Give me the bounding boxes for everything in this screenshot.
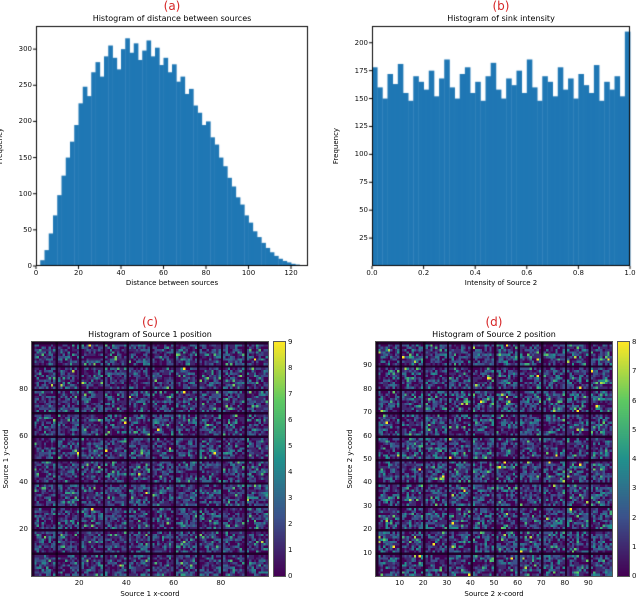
y-tick-label: 80 (363, 384, 372, 393)
colorbar-tick-label: 0 (632, 572, 637, 580)
x-tick-label: 0.8 (572, 269, 584, 277)
x-tick-label: 0.2 (418, 269, 430, 277)
panel-label-a: (a) (163, 0, 181, 13)
x-tick-label: 1.0 (624, 269, 636, 277)
y-tick-label: 75 (359, 178, 368, 187)
y-tick-label: 30 (363, 501, 372, 510)
y-tick-label: 150 (354, 94, 368, 103)
y-tick-label: 100 (18, 189, 32, 198)
plot-title-b: Histogram of sink intensity (447, 14, 555, 23)
y-tick-label: 20 (19, 525, 28, 534)
plot-title-d: Histogram of Source 2 position (432, 330, 556, 339)
y-tick-label: 50 (23, 225, 32, 234)
x-axis-label-c: Source 1 x-coord (120, 590, 180, 598)
plot-title-a: Histogram of distance between sources (92, 14, 252, 23)
x-tick-label: 10 (395, 579, 405, 587)
x-axis-label-b: Intensity of Source 2 (464, 279, 538, 287)
colorbar-tick-label: 6 (288, 416, 293, 424)
colorbar-tick-label: 1 (632, 542, 637, 551)
colorbar-tick-label: 0 (288, 572, 293, 580)
x-tick-label: 80 (201, 269, 211, 277)
y-tick-label: 0 (27, 262, 32, 270)
x-tick-label: 40 (116, 269, 126, 277)
x-tick-label: 100 (241, 269, 256, 277)
x-axis-label-d: Source 2 x-coord (464, 590, 524, 598)
colorbar-tick-label: 4 (288, 468, 293, 476)
x-tick-label: 60 (169, 579, 179, 587)
panel-label-d: (d) (485, 315, 503, 329)
colorbar-tick-label: 7 (288, 390, 293, 398)
x-tick-label: 20 (74, 269, 83, 277)
y-tick-label: 70 (363, 408, 372, 417)
x-tick-label: 20 (418, 579, 428, 587)
x-tick-label: 40 (121, 579, 131, 587)
x-tick-label: 50 (489, 579, 499, 587)
y-tick-label: 80 (19, 384, 28, 393)
colorbar-tick-label: 2 (632, 513, 637, 522)
panel-d-source2-position-heatmap: (d) Histogram of Source 2 position Sourc… (320, 310, 640, 607)
y-tick-label: 10 (363, 548, 372, 557)
colorbar-tick-label: 4 (632, 455, 637, 463)
y-tick-label: 20 (363, 525, 372, 534)
x-tick-label: 20 (74, 579, 84, 587)
panel-label-b: (b) (492, 0, 510, 13)
panel-b-sink-intensity-histogram: (b) Histogram of sink intensity Frequenc… (320, 0, 640, 310)
colorbar-tick-label: 3 (288, 494, 293, 502)
y-axis-label-b: Frequency (332, 127, 340, 165)
x-axis-label-a: Distance between sources (125, 279, 219, 287)
histogram-bars-canvas-b (366, 20, 636, 272)
y-tick-label: 200 (354, 38, 368, 47)
colorbar-tick-label: 5 (288, 442, 293, 450)
x-tick-label: 60 (513, 579, 523, 587)
x-tick-label: 70 (536, 579, 546, 587)
x-tick-label: 80 (216, 579, 226, 587)
y-tick-label: 25 (359, 234, 368, 243)
colorbar-tick-label: 6 (632, 396, 637, 405)
x-tick-label: 60 (159, 269, 168, 277)
y-tick-label: 150 (18, 153, 32, 162)
y-tick-label: 60 (19, 431, 28, 440)
x-tick-label: 90 (583, 579, 593, 587)
y-tick-label: 250 (18, 81, 32, 90)
x-tick-label: 120 (284, 269, 298, 277)
y-tick-label: 40 (363, 478, 372, 487)
colorbar-tick-label: 8 (632, 338, 637, 346)
heatmap-canvas-c (31, 341, 269, 577)
y-tick-label: 125 (354, 122, 368, 131)
colorbar-tick-label: 1 (288, 546, 293, 554)
x-tick-label: 0.6 (521, 269, 533, 277)
y-tick-label: 40 (19, 478, 28, 487)
colorbar-tick-label: 3 (632, 484, 637, 493)
x-tick-label: 40 (465, 579, 475, 587)
panel-c-source1-position-heatmap: (c) Histogram of Source 1 position Sourc… (0, 310, 320, 607)
x-tick-label: 0.0 (366, 269, 378, 277)
plot-title-c: Histogram of Source 1 position (88, 330, 212, 339)
y-tick-label: 200 (18, 117, 32, 126)
colorbar-tick-label: 8 (288, 364, 293, 372)
colorbar-tick-label: 7 (632, 367, 637, 376)
y-axis-label-a: Frequency (0, 127, 4, 165)
y-tick-label: 50 (363, 455, 372, 463)
panel-label-c: (c) (142, 315, 158, 329)
x-tick-label: 80 (560, 579, 570, 587)
panel-a-distance-histogram: (a) Histogram of distance between source… (0, 0, 320, 310)
y-tick-label: 300 (18, 45, 32, 54)
histogram-bars-canvas-a (30, 20, 314, 272)
colorbar-c (273, 341, 286, 577)
colorbar-tick-label: 2 (288, 520, 293, 528)
x-tick-label: 0 (33, 269, 39, 277)
x-tick-label: 30 (442, 579, 452, 587)
y-tick-label: 175 (354, 66, 368, 75)
x-tick-label: 0.4 (469, 269, 481, 277)
heatmap-canvas-d (375, 341, 613, 577)
y-tick-label: 90 (363, 361, 372, 370)
colorbar-d (617, 341, 630, 577)
colorbar-tick-label: 9 (288, 338, 293, 346)
colorbar-tick-label: 5 (632, 425, 637, 434)
y-tick-label: 50 (359, 206, 368, 215)
y-tick-label: 100 (354, 150, 368, 159)
y-tick-label: 60 (363, 431, 372, 440)
